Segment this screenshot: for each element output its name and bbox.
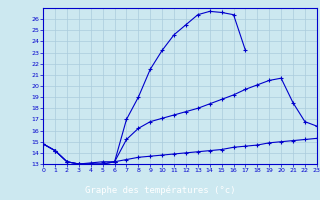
Text: Graphe des températures (°c): Graphe des températures (°c) <box>85 185 235 195</box>
